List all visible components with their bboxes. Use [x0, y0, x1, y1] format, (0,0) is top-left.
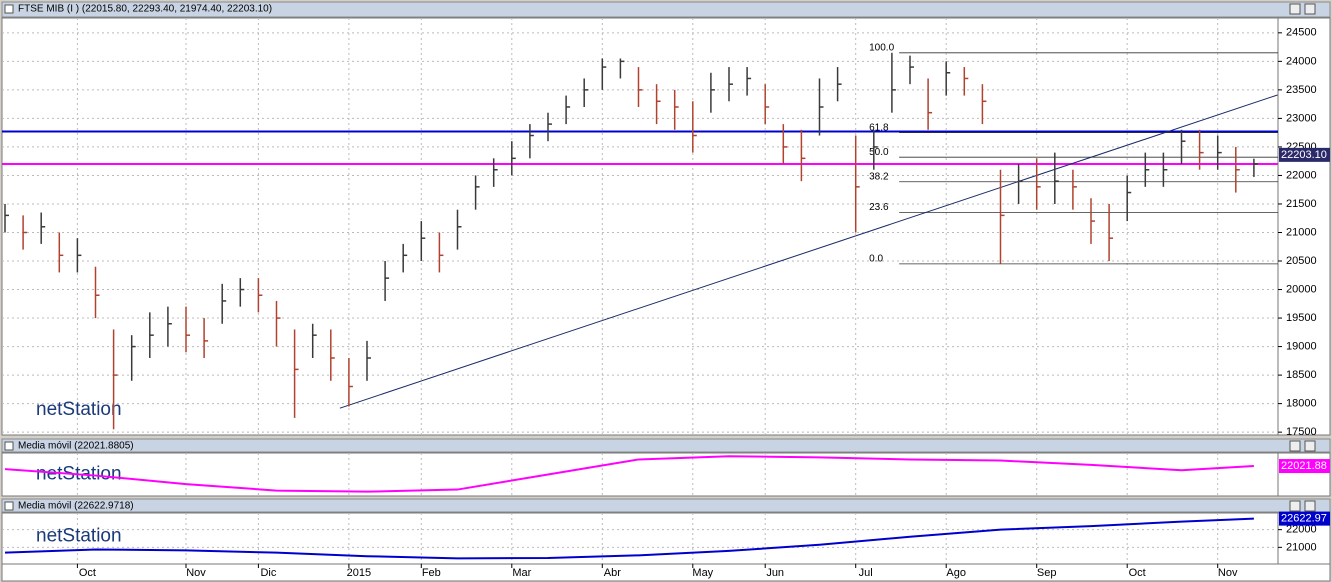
- panel-title: Media móvil (22021.8805): [18, 441, 134, 452]
- watermark: netStation: [36, 399, 122, 420]
- x-tick-label: Sep: [1037, 567, 1057, 579]
- panel-icon: [4, 441, 14, 451]
- x-tick-label: Mar: [512, 567, 531, 579]
- last-value-box: [1279, 459, 1330, 474]
- fib-label: 100.0: [869, 42, 894, 53]
- y-tick-label: 17500: [1286, 426, 1317, 438]
- minimize-button[interactable]: [1289, 3, 1301, 15]
- x-tick-label: Oct: [79, 567, 96, 579]
- y-tick-label: 24500: [1286, 27, 1317, 39]
- x-tick-label: Nov: [186, 567, 206, 579]
- minimize-button[interactable]: [1289, 500, 1301, 512]
- last-price-label: 22203.10: [1281, 149, 1327, 161]
- x-tick-label: Feb: [422, 567, 441, 579]
- fib-label: 38.2: [869, 171, 889, 182]
- y-tick-label: 21000: [1286, 541, 1317, 553]
- panel-title: FTSE MIB (I ) (22015.80, 22293.40, 21974…: [18, 4, 272, 15]
- y-tick-label: 18000: [1286, 398, 1317, 410]
- trendline: [339, 94, 1278, 409]
- fib-label: 23.6: [869, 202, 889, 213]
- x-tick-label: Abr: [604, 567, 621, 579]
- close-button[interactable]: [1304, 500, 1316, 512]
- fib-label: 0.0: [869, 254, 883, 265]
- y-tick-label: 19500: [1286, 312, 1317, 324]
- y-tick-label: 21000: [1286, 226, 1317, 238]
- watermark: netStation: [36, 526, 122, 547]
- fib-label: 50.0: [869, 147, 889, 158]
- x-tick-label: Ago: [946, 567, 966, 579]
- moving-average-line: [4, 517, 1254, 560]
- y-tick-label: 23500: [1286, 84, 1317, 96]
- panel-icon: [4, 4, 14, 14]
- plot-area: [1, 17, 1279, 436]
- y-tick-label: 22000: [1286, 524, 1317, 536]
- x-tick-label: Nov: [1218, 567, 1238, 579]
- x-tick-label: Oct: [1129, 567, 1146, 579]
- last-value-label: 22021.88: [1281, 460, 1327, 472]
- fib-label: 61.8: [869, 122, 889, 133]
- minimize-button[interactable]: [1289, 440, 1301, 452]
- panel-title: Media móvil (22622.9718): [18, 501, 134, 512]
- panel-header: [1, 438, 1331, 453]
- close-button[interactable]: [1304, 440, 1316, 452]
- y-tick-label: 24000: [1286, 55, 1317, 67]
- y-tick-label: 20000: [1286, 283, 1317, 295]
- plot-area: [1, 512, 1279, 565]
- price-axis: [1277, 17, 1331, 436]
- last-price-box: [1279, 147, 1330, 162]
- x-tick-label: 2015: [347, 567, 371, 579]
- y-tick-label: 22000: [1286, 169, 1317, 181]
- y-tick-label: 19000: [1286, 340, 1317, 352]
- time-axis: [1, 563, 1331, 582]
- last-value-box: [1279, 511, 1330, 526]
- y-tick-label: 20500: [1286, 255, 1317, 267]
- last-value-label: 22622.97: [1281, 513, 1327, 525]
- panel-header: [1, 498, 1331, 513]
- moving-average-line: [4, 455, 1254, 493]
- y-tick-label: 23000: [1286, 112, 1317, 124]
- y-tick-label: 18500: [1286, 369, 1317, 381]
- x-tick-label: Jul: [859, 567, 873, 579]
- y-tick-label: 21500: [1286, 198, 1317, 210]
- close-button[interactable]: [1304, 3, 1316, 15]
- x-tick-label: May: [692, 567, 713, 579]
- x-tick-label: Jun: [766, 567, 784, 579]
- x-tick-label: Dic: [260, 567, 276, 579]
- panel-header: [1, 1, 1331, 18]
- panel-icon: [4, 501, 14, 511]
